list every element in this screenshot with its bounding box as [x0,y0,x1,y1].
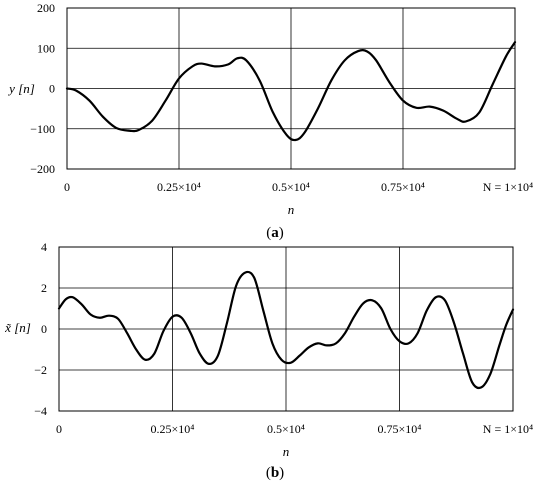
x-axis-label-b: n [283,444,290,459]
chart-b: 4 2 0 −2 −4 0 0.25×10⁴ 0.5×10⁴ 0.75×10⁴ N = 1×10… [4,240,533,481]
x-tick-labels-a: 0 0.25×10⁴ 0.5×10⁴ 0.75×10⁴ N = 1×10⁴ [64,180,533,194]
x-tick-label-b-4: N = 1×10⁴ [483,422,533,436]
y-tick-label-b-4: −4 [34,404,47,418]
y-tick-label-a-1: 100 [37,41,55,55]
x-tick-label-a-2: 0.5×10⁴ [272,180,310,194]
chart-a: 200 100 0 −100 −200 0 0.25×10⁴ 0.5×10⁴ 0.75×10⁴… [7,1,533,241]
panel-label-b: (b) [266,465,284,481]
y-tick-label-a-2: 0 [49,82,55,96]
x-tick-labels-b: 0 0.25×10⁴ 0.5×10⁴ 0.75×10⁴ N = 1×10⁴ [56,422,533,436]
series-line-b [57,270,515,390]
x-tick-label-a-0: 0 [64,180,70,194]
y-tick-label-b-2: 0 [41,322,47,336]
grid-b [58,246,514,412]
x-tick-label-b-3: 0.75×10⁴ [378,422,422,436]
panel-label-a: (a) [266,225,284,241]
y-axis-label-b: x̃ [n] [4,320,31,335]
x-tick-label-b-0: 0 [56,422,62,436]
plot-frame-b [58,246,514,412]
y-tick-labels-b: 4 2 0 −2 −4 [34,240,47,418]
y-tick-label-a-3: −100 [30,122,55,136]
y-tick-label-b-1: 2 [41,281,47,295]
x-tick-label-a-3: 0.75×10⁴ [381,180,425,194]
x-axis-label-a: n [288,202,295,217]
series-line-a [65,41,517,142]
grid-a [66,7,516,170]
y-tick-label-b-0: 4 [41,240,47,254]
x-tick-label-b-2: 0.5×10⁴ [267,422,305,436]
x-tick-label-a-4: N = 1×10⁴ [483,180,533,194]
y-tick-label-a-0: 200 [37,1,55,15]
y-tick-labels-a: 200 100 0 −100 −200 [30,1,55,176]
x-tick-label-b-1: 0.25×10⁴ [151,422,195,436]
y-tick-label-b-3: −2 [34,363,47,377]
x-tick-label-a-1: 0.25×10⁴ [157,180,201,194]
y-tick-label-a-4: −200 [30,162,55,176]
y-axis-label-a: y [n] [7,81,35,96]
